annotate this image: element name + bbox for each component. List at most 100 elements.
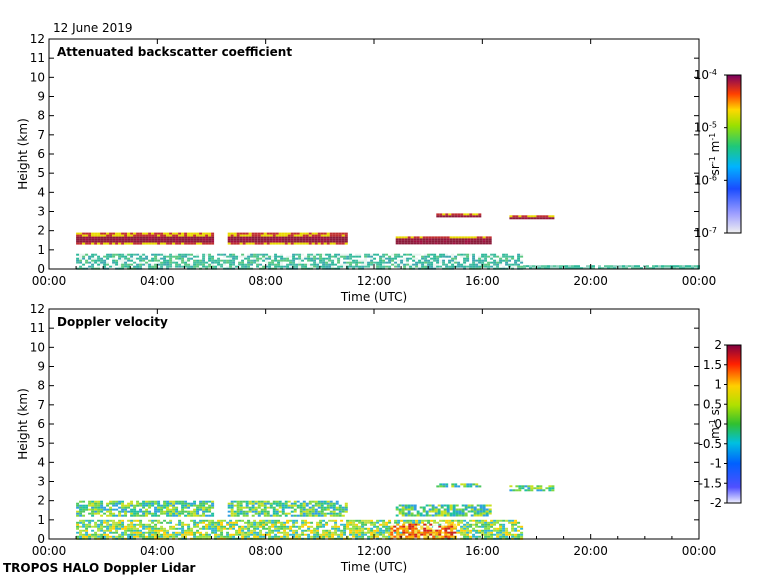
x-tick-label: 04:00 xyxy=(140,544,175,558)
heatmap-cell xyxy=(199,238,203,241)
heatmap-cell xyxy=(118,535,122,538)
heatmap-cell xyxy=(130,529,134,532)
heatmap-cell xyxy=(475,263,479,266)
heatmap-cell xyxy=(97,236,101,239)
heatmap-cell xyxy=(227,512,231,515)
y-tick-label: 3 xyxy=(37,475,45,489)
heatmap-cell xyxy=(421,257,425,260)
heatmap-cell xyxy=(202,510,206,513)
heatmap-cell xyxy=(460,519,464,522)
heatmap-cell xyxy=(352,255,356,258)
heatmap-cell xyxy=(469,527,473,530)
heatmap-cell xyxy=(254,508,258,511)
heatmap-cell xyxy=(292,525,296,528)
heatmap-cell xyxy=(551,217,555,220)
heatmap-cell xyxy=(361,527,365,530)
heatmap-cell xyxy=(127,504,131,507)
x-tick-label: 00:00 xyxy=(682,274,717,288)
heatmap-cell xyxy=(508,521,512,524)
heatmap-cell xyxy=(527,217,531,220)
heatmap-cell xyxy=(190,238,194,241)
heatmap-cell xyxy=(281,500,285,503)
heatmap-cell xyxy=(460,525,464,528)
heatmap-cell xyxy=(448,215,452,218)
heatmap-cell xyxy=(416,506,420,509)
heatmap-cell xyxy=(256,263,260,266)
heatmap-cell xyxy=(445,483,449,486)
heatmap-cell xyxy=(464,242,468,245)
heatmap-cell xyxy=(175,500,179,503)
heatmap-cell xyxy=(205,502,209,505)
heatmap-cell xyxy=(109,255,113,258)
heatmap-cell xyxy=(499,525,503,528)
heatmap-cell xyxy=(190,527,194,530)
heatmap-cell xyxy=(272,510,276,513)
heatmap-cell xyxy=(272,502,276,505)
heatmap-cell xyxy=(393,523,397,526)
heatmap-cell xyxy=(302,500,306,503)
heatmap-cell xyxy=(304,257,308,260)
heatmap-cell xyxy=(521,217,525,220)
heatmap-cell xyxy=(154,242,158,245)
heatmap-cell xyxy=(184,261,188,264)
heatmap-cell xyxy=(400,263,404,266)
heatmap-cell xyxy=(184,234,188,237)
heatmap-cell xyxy=(166,261,170,264)
heatmap-cell xyxy=(142,535,146,538)
heatmap-cell xyxy=(235,263,239,266)
heatmap-cell xyxy=(296,514,300,517)
heatmap-cell xyxy=(435,531,439,534)
heatmap-cell xyxy=(238,253,242,256)
heatmap-cell xyxy=(331,257,335,260)
heatmap-cell xyxy=(268,521,272,524)
heatmap-cell xyxy=(390,529,394,532)
heatmap-cell xyxy=(154,521,158,524)
heatmap-cell xyxy=(292,531,296,534)
heatmap-cell xyxy=(322,255,326,258)
heatmap-cell xyxy=(94,510,98,513)
heatmap-cell xyxy=(328,533,332,536)
heatmap-cell xyxy=(208,242,212,245)
heatmap-cell xyxy=(163,242,167,245)
heatmap-cell xyxy=(97,261,101,264)
heatmap-cell xyxy=(190,253,194,256)
heatmap-cell xyxy=(220,257,224,260)
heatmap-cell xyxy=(226,263,230,266)
heatmap-cell xyxy=(296,234,300,237)
heatmap-cell xyxy=(664,265,667,268)
heatmap-cell xyxy=(260,236,264,239)
y-tick-label: 11 xyxy=(30,51,45,65)
heatmap-cell xyxy=(326,240,330,243)
heatmap-cell xyxy=(446,504,450,507)
heatmap-cell xyxy=(91,533,95,536)
heatmap-cell xyxy=(376,523,380,526)
heatmap-cell xyxy=(244,533,248,536)
heatmap-cell xyxy=(466,529,470,532)
heatmap-cell xyxy=(396,523,400,526)
heatmap-cell xyxy=(230,510,234,513)
heatmap-cell xyxy=(331,265,335,268)
heatmap-cell xyxy=(314,500,318,503)
heatmap-cell xyxy=(401,512,405,515)
heatmap-cell xyxy=(106,527,110,530)
heatmap-cell xyxy=(319,255,323,258)
heatmap-cell xyxy=(94,242,98,245)
heatmap-cell xyxy=(187,504,191,507)
heatmap-cell xyxy=(205,240,209,243)
heatmap-cell xyxy=(193,508,197,511)
heatmap-cell xyxy=(202,535,206,538)
heatmap-cell xyxy=(103,514,107,517)
heatmap-cell xyxy=(446,514,450,517)
heatmap-cell xyxy=(481,523,485,526)
heatmap-cell xyxy=(133,504,137,507)
heatmap-cell xyxy=(262,533,266,536)
heatmap-cell xyxy=(335,510,339,513)
heatmap-cell xyxy=(485,512,489,515)
heatmap-cell xyxy=(435,533,439,536)
heatmap-cell xyxy=(382,263,386,266)
heatmap-cell xyxy=(335,234,339,237)
heatmap-cell xyxy=(166,521,170,524)
heatmap-cell xyxy=(109,500,113,503)
heatmap-cell xyxy=(229,529,233,532)
heatmap-cell xyxy=(262,527,266,530)
